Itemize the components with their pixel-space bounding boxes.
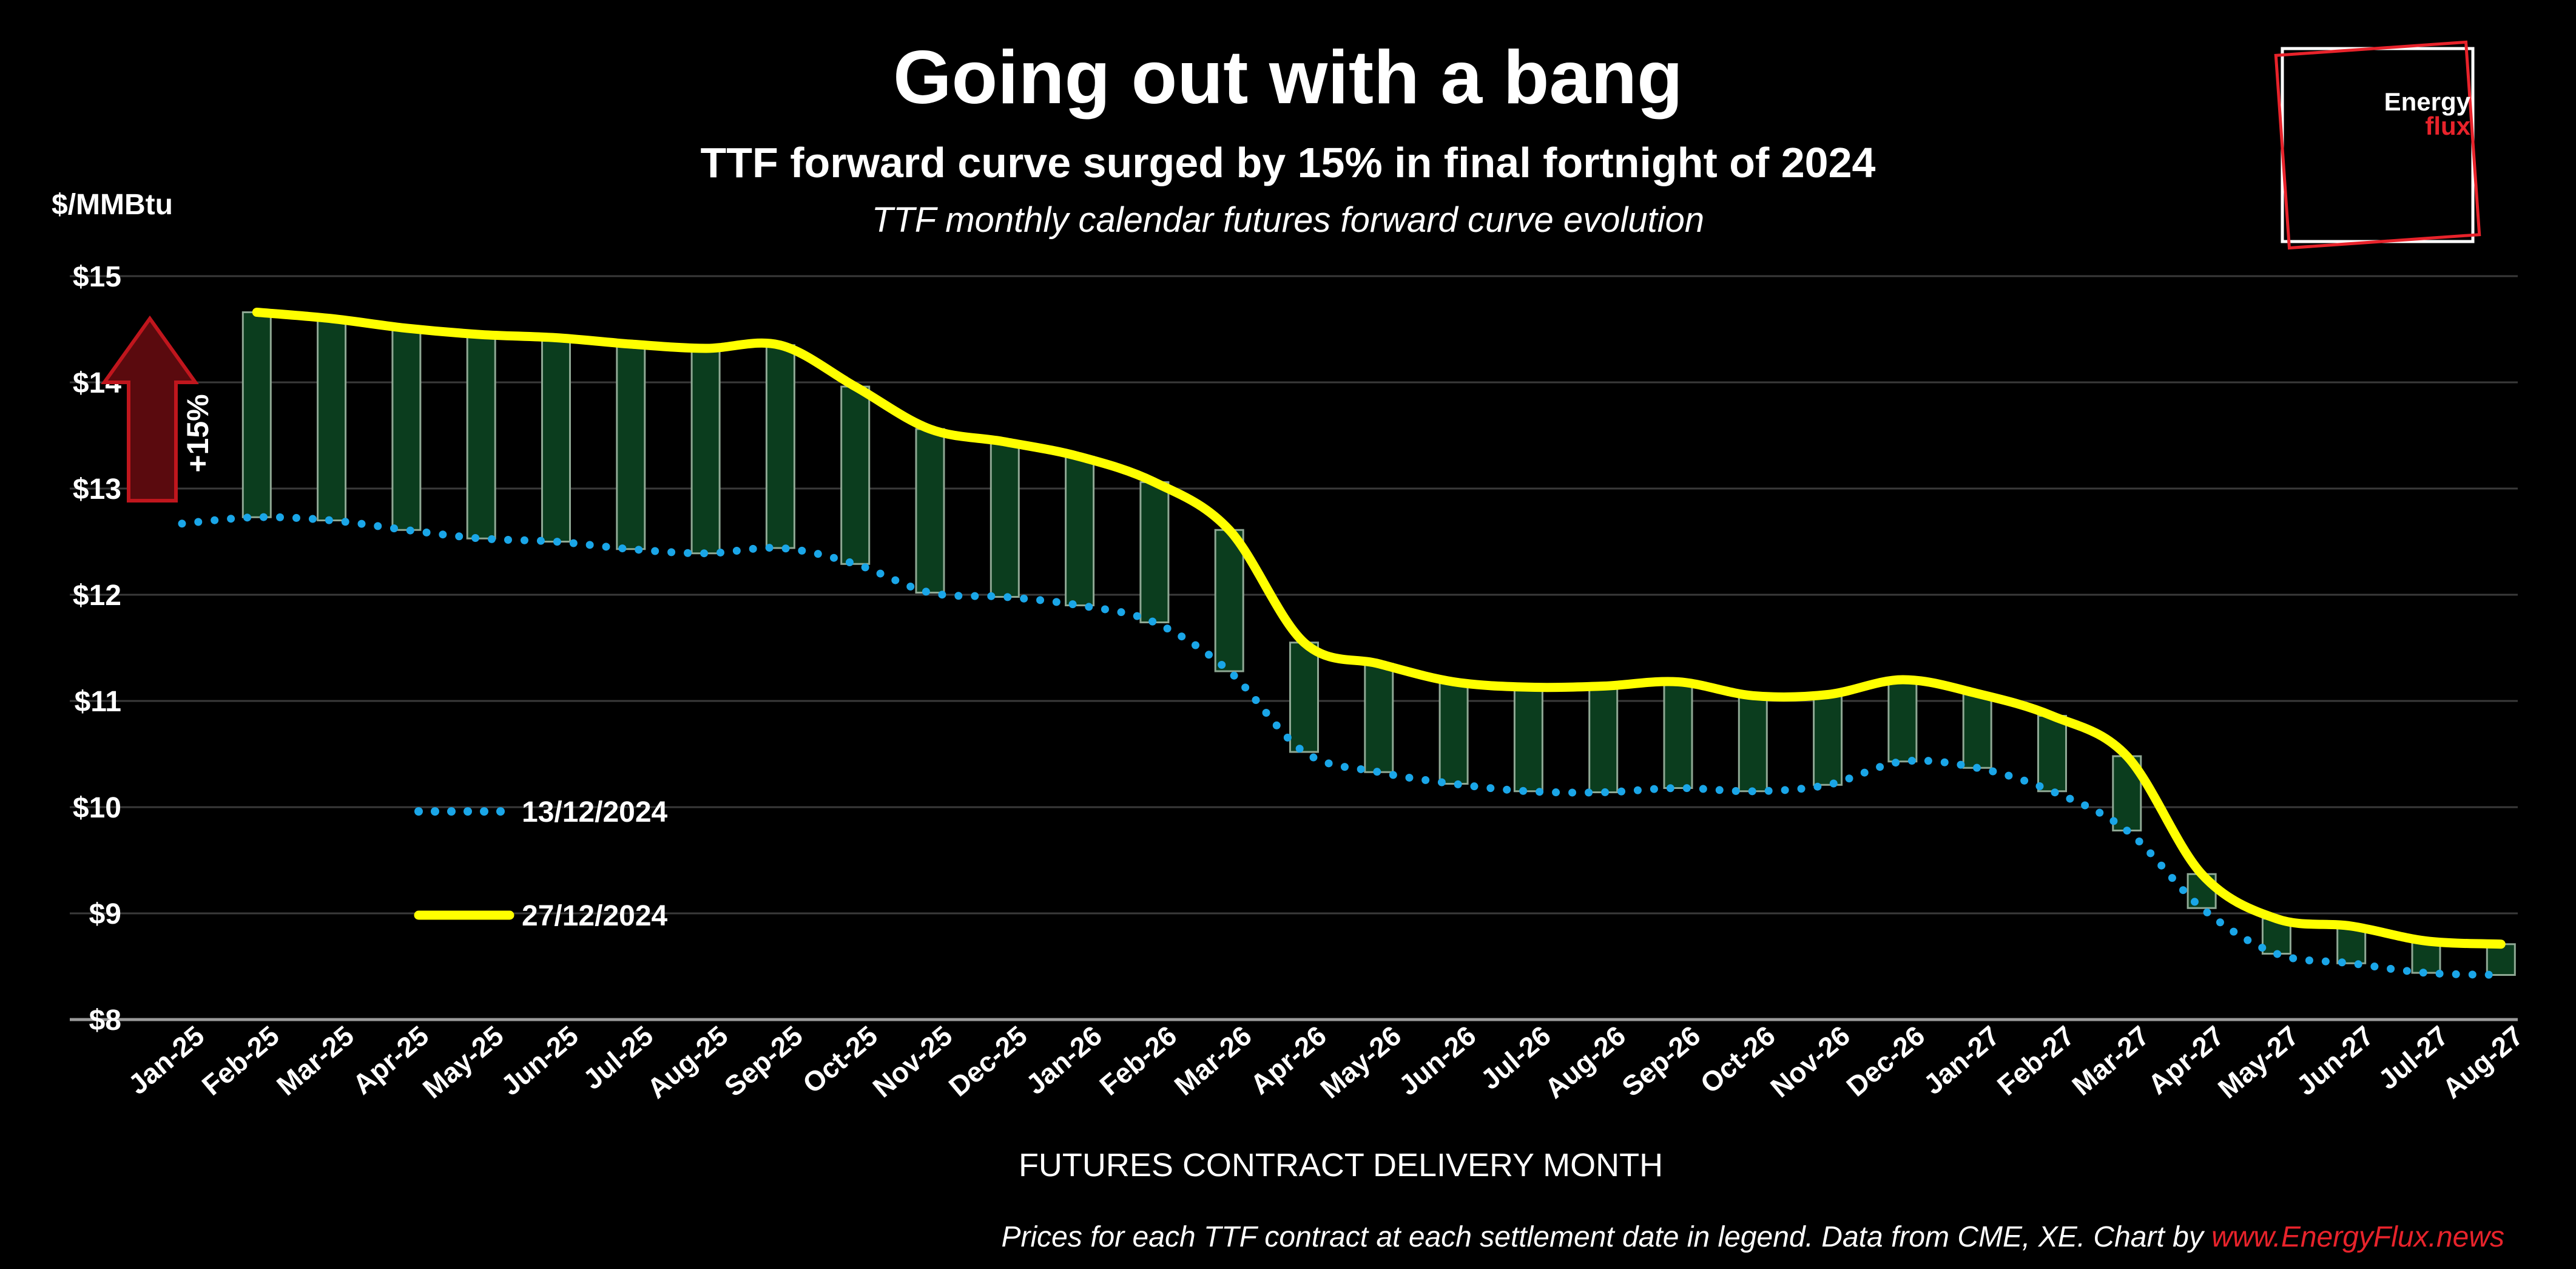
legend-label-dec13: 13/12/2024: [522, 796, 668, 828]
change-bar: [1663, 681, 1693, 789]
y-tick-label: $10: [73, 792, 121, 824]
change-bar: [1289, 641, 1319, 753]
x-tick-label: Oct-25: [797, 1020, 883, 1100]
x-tick-label: Nov-25: [866, 1020, 958, 1103]
x-tick-label: Mar-27: [2066, 1020, 2155, 1101]
x-tick-label: Feb-25: [196, 1020, 285, 1101]
x-tick-label: May-26: [1314, 1020, 1407, 1105]
x-tick-label: Apr-27: [2142, 1020, 2230, 1101]
x-tick-label: Aug-26: [1539, 1020, 1631, 1105]
increase-arrow: +15%: [101, 315, 215, 503]
x-tick-label: Sep-25: [718, 1020, 809, 1103]
x-tick-label: Dec-26: [1840, 1020, 1930, 1103]
logo-text-energy: Energy: [2384, 87, 2471, 116]
x-tick-label: Aug-25: [641, 1020, 734, 1105]
x-tick-label: Mar-25: [271, 1020, 360, 1101]
x-tick-label: May-25: [417, 1020, 510, 1105]
x-tick-label: Jun-25: [495, 1020, 584, 1101]
chart-title: Going out with a bang: [893, 36, 1683, 120]
change-bar: [840, 385, 871, 565]
x-tick-label: Dec-25: [943, 1020, 1033, 1103]
change-bar: [317, 317, 347, 521]
change-bar: [915, 428, 945, 594]
change-bar: [616, 343, 646, 550]
increase-arrow-label: +15%: [181, 394, 215, 472]
x-tick-label: Apr-25: [346, 1020, 434, 1101]
change-bar: [2486, 943, 2516, 976]
chart-caption: TTF monthly calendar futures forward cur…: [872, 200, 1704, 240]
change-bar: [1139, 481, 1170, 623]
y-tick-label: $9: [89, 898, 121, 930]
change-bar: [1513, 686, 1543, 793]
footer-source-text: Prices for each TTF contract at each set…: [1002, 1221, 2212, 1253]
change-bar: [1364, 663, 1394, 773]
x-tick-label: Feb-27: [1991, 1020, 2080, 1101]
change-bar: [1813, 694, 1843, 786]
x-tick-label: Jun-26: [1393, 1020, 1482, 1101]
logo-text-flux: flux: [2425, 112, 2470, 140]
legend-label-dec27: 27/12/2024: [522, 900, 668, 932]
y-axis-unit-label: $/MMBtu: [52, 189, 173, 221]
x-axis-ticks: Jan-25Feb-25Mar-25Apr-25May-25Jun-25Jul-…: [122, 1020, 2529, 1105]
series-line-dec27: [252, 308, 2506, 949]
x-tick-label: May-27: [2212, 1020, 2305, 1105]
chart-subtitle: TTF forward curve surged by 15% in final…: [701, 139, 1876, 186]
change-bar: [1962, 692, 1992, 769]
change-bar: [1065, 456, 1095, 606]
x-tick-label: Jan-25: [122, 1020, 210, 1101]
x-axis-title: FUTURES CONTRACT DELIVERY MONTH: [1019, 1147, 1663, 1183]
change-bar: [1887, 678, 1918, 763]
x-tick-label: Apr-26: [1244, 1020, 1332, 1101]
y-tick-label: $11: [75, 686, 121, 718]
x-tick-label: Oct-26: [1694, 1020, 1781, 1100]
change-bar: [541, 337, 571, 543]
change-bar: [391, 327, 422, 531]
change-bar: [1214, 529, 1244, 672]
change-bar: [690, 347, 721, 555]
footer-link[interactable]: www.EnergyFlux.news: [2211, 1221, 2504, 1253]
gridlines: [70, 275, 2518, 1021]
y-tick-label: $15: [73, 261, 121, 293]
change-bar: [1588, 685, 1619, 793]
change-bar: [241, 311, 272, 518]
x-tick-label: Sep-26: [1616, 1020, 1706, 1103]
x-tick-label: Feb-26: [1093, 1020, 1182, 1101]
series-lines: [178, 308, 2506, 979]
y-tick-label: $12: [73, 580, 121, 612]
y-tick-label: $8: [89, 1004, 121, 1037]
energyflux-logo: Energy flux: [2274, 40, 2481, 250]
series-line-dec13: [178, 513, 2505, 979]
x-tick-label: Aug-27: [2436, 1020, 2529, 1105]
change-bar: [466, 333, 496, 540]
change-bar: [1738, 694, 1768, 793]
y-tick-label: $13: [73, 473, 121, 506]
change-bar: [990, 441, 1020, 598]
y-axis-ticks: $8$9$10$11$12$13$14$15: [73, 261, 121, 1037]
x-tick-label: Jan-26: [1020, 1020, 1108, 1101]
footer-note: Prices for each TTF contract at each set…: [1002, 1221, 2505, 1253]
x-tick-label: Jun-27: [2290, 1020, 2379, 1101]
change-bar: [2037, 715, 2067, 793]
change-bar: [765, 344, 795, 549]
legend-item-dec13: 13/12/2024: [414, 796, 668, 828]
x-tick-label: Jan-27: [1918, 1020, 2006, 1101]
x-tick-label: Nov-26: [1764, 1020, 1856, 1103]
x-tick-label: Mar-26: [1168, 1020, 1258, 1101]
legend: 13/12/2024 27/12/2024: [414, 796, 668, 932]
change-bar: [1438, 681, 1469, 785]
legend-item-dec27: 27/12/2024: [414, 900, 668, 932]
